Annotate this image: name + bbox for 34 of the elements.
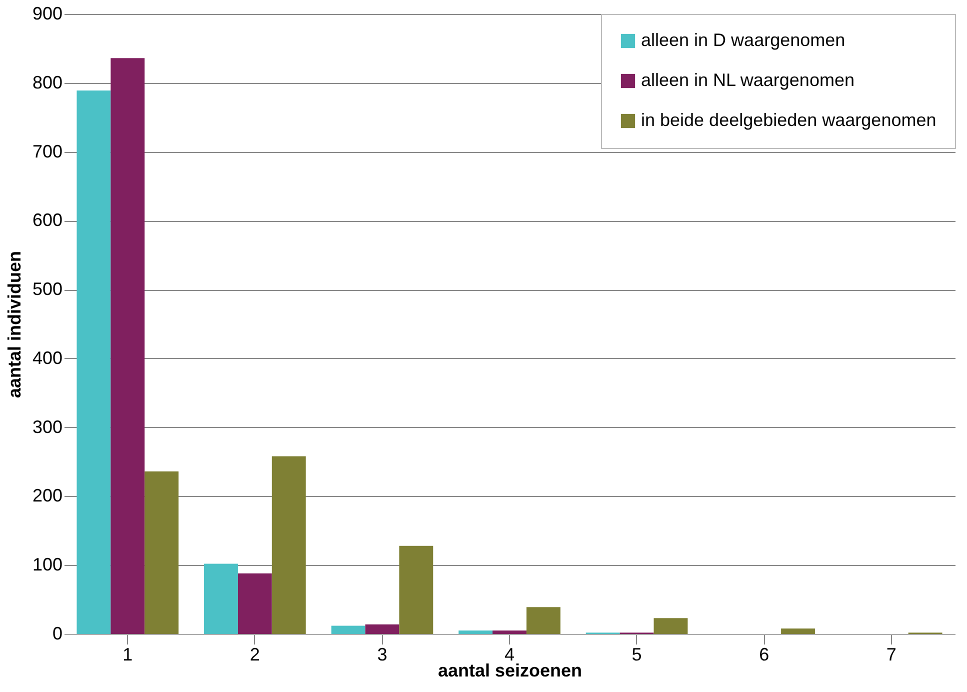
y-axis-title: aantal individuen <box>4 250 24 398</box>
bar <box>272 456 306 634</box>
bar <box>399 546 434 634</box>
bar <box>331 626 366 634</box>
bar <box>781 628 815 634</box>
bar <box>204 564 238 634</box>
bar <box>238 573 272 634</box>
y-tick-label: 900 <box>32 4 62 24</box>
legend-label: alleen in D waargenomen <box>641 30 846 50</box>
legend-label: in beide deelgebieden waargenomen <box>641 110 936 130</box>
y-tick-label: 200 <box>32 486 62 506</box>
bar <box>365 624 400 634</box>
y-tick-label: 300 <box>32 416 62 437</box>
bar <box>110 58 145 634</box>
y-tick-label: 100 <box>32 554 62 575</box>
bar <box>492 630 526 634</box>
x-tick-label: 6 <box>759 644 770 664</box>
bar <box>654 618 688 634</box>
bar <box>144 471 179 634</box>
y-tick-label: 700 <box>32 141 62 162</box>
x-tick-label: 3 <box>377 644 388 664</box>
y-tick-label: 600 <box>32 210 62 230</box>
x-tick-label: 7 <box>886 644 896 664</box>
bar <box>526 607 560 634</box>
x-tick-label: 2 <box>250 644 260 664</box>
x-tick-label: 5 <box>632 644 642 664</box>
y-tick-label: 400 <box>32 348 62 368</box>
bar <box>458 630 493 634</box>
y-tick-label: 800 <box>32 72 62 92</box>
x-tick-label: 1 <box>122 644 133 664</box>
y-tick-label: 500 <box>32 279 62 300</box>
bar <box>76 90 111 634</box>
y-tick-label: 0 <box>52 624 62 644</box>
legend-label: alleen in NL waargenomen <box>641 70 854 90</box>
